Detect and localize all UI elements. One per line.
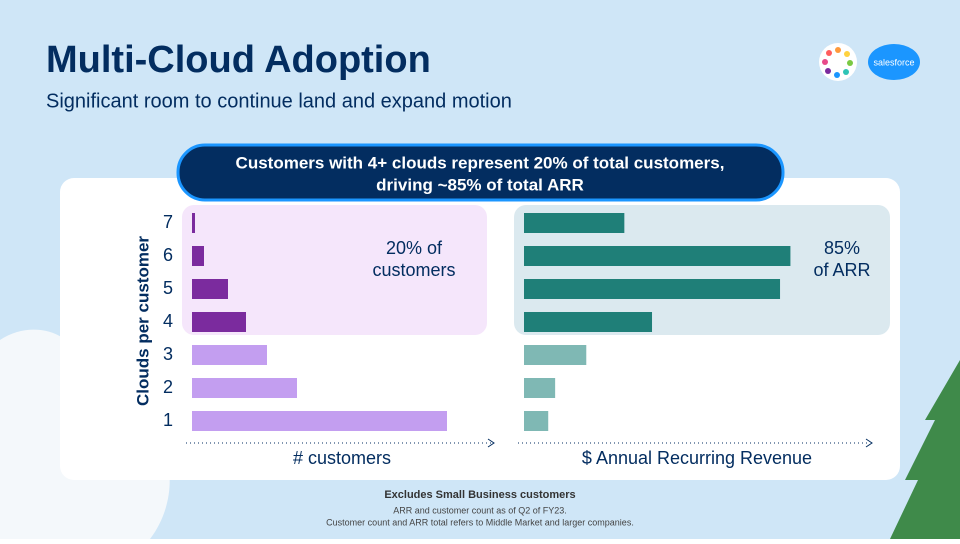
x-axis-label: $ Annual Recurring Revenue (582, 448, 812, 468)
y-tick-label: 6 (163, 245, 173, 265)
bar (524, 246, 791, 266)
bar (524, 213, 625, 233)
logo-text: salesforce (873, 57, 914, 67)
bar (524, 411, 549, 431)
bar (524, 378, 556, 398)
title: Multi-Cloud Adoption (46, 39, 431, 81)
banner (176, 143, 785, 202)
y-tick-label: 2 (163, 377, 173, 397)
annotation: of ARR (813, 260, 870, 280)
annotation: 85% (824, 238, 860, 258)
dots-logo (819, 43, 857, 81)
annotation: customers (372, 260, 455, 280)
y-tick-label: 3 (163, 344, 173, 364)
banner-text: Customers with 4+ clouds represent 20% o… (236, 153, 725, 172)
bar (192, 312, 246, 332)
highlight-box (182, 205, 487, 335)
salesforce-logo (868, 44, 920, 80)
x-axis-label: # customers (293, 448, 391, 468)
axis-arrow (487, 438, 495, 448)
bar (524, 279, 781, 299)
footnote: ARR and customer count as of Q2 of FY23. (393, 505, 567, 515)
axis-arrow (865, 438, 873, 448)
bar (192, 345, 267, 365)
y-tick-label: 7 (163, 212, 173, 232)
y-tick-label: 4 (163, 311, 173, 331)
annotation: 20% of (386, 238, 443, 258)
y-axis-label: Clouds per customer (133, 236, 152, 406)
footnote: Excludes Small Business customers (384, 489, 575, 501)
banner-text: driving ~85% of total ARR (376, 175, 584, 194)
bar (524, 345, 587, 365)
bar (192, 411, 447, 431)
footnote: Customer count and ARR total refers to M… (326, 517, 634, 527)
bar (524, 312, 653, 332)
bar (192, 246, 204, 266)
tree-decoration (890, 360, 960, 539)
subtitle: Significant room to continue land and ex… (46, 90, 512, 112)
bar (192, 378, 297, 398)
bar (192, 279, 228, 299)
y-tick-label: 5 (163, 278, 173, 298)
highlight-box (514, 205, 890, 335)
y-tick-label: 1 (163, 410, 173, 430)
bar (192, 213, 195, 233)
